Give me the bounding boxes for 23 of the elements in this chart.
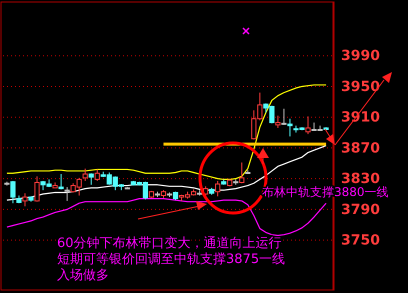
y-tick-label: 3990 [341, 48, 380, 64]
line-series [6, 198, 327, 236]
y-tick-label: 3790 [341, 202, 380, 218]
y-tick-label: 3950 [341, 78, 380, 95]
candlestick [305, 116, 311, 135]
candlestick [281, 108, 287, 126]
candlestick [275, 115, 281, 128]
candlestick [239, 162, 244, 184]
y-tick-label: 3830 [341, 171, 380, 188]
candlestick [58, 174, 64, 190]
y-tick-label: 3870 [341, 140, 380, 156]
candlestick [82, 168, 88, 182]
candlestick [10, 180, 16, 204]
candlestick [22, 192, 28, 207]
candlestick [34, 176, 40, 202]
candlestick [64, 186, 70, 202]
annotation: 入场做多 [57, 268, 109, 283]
candlestick [215, 180, 220, 197]
annotation: 60分钟下布林带口变大，通道向上运行 [57, 236, 282, 251]
y-tick-label: 3750 [341, 232, 380, 249]
annotation: 短期可等银价回调至中轨支撑3875一线 [57, 252, 286, 267]
candlestick [287, 118, 293, 137]
candlestick [94, 168, 100, 182]
